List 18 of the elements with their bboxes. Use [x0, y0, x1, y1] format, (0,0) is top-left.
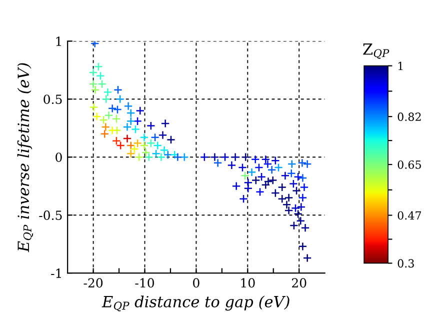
color-bar-label: 0.47 [398, 211, 422, 220]
y-tick-label: 0.5 [44, 94, 62, 104]
color-bar-label: 0.82 [398, 112, 421, 121]
x-axis-title: E$_{QP}$ distance to gap (eV) [102, 296, 290, 312]
color-bar-label: 0.3 [398, 259, 414, 268]
x-tick-label: -20 [84, 278, 103, 288]
x-tick-label: 20 [292, 278, 306, 288]
y-tick-label: 1 [56, 36, 61, 46]
x-tick-label: -10 [135, 278, 154, 288]
y-tick-label: -1 [51, 268, 61, 278]
color-bar-title: Z$_{QP}$ [363, 44, 390, 59]
color-bar-label: 1 [398, 62, 403, 70]
y-tick-label: -0.5 [39, 210, 62, 220]
x-tick-label: 10 [241, 278, 255, 288]
y-axis-title: E$_{QP}$ inverse lifetime (eV) [17, 63, 34, 252]
y-tick-label: 0 [56, 152, 62, 162]
color-bar-label: 0.65 [398, 160, 421, 169]
x-tick-label: 0 [193, 278, 200, 288]
